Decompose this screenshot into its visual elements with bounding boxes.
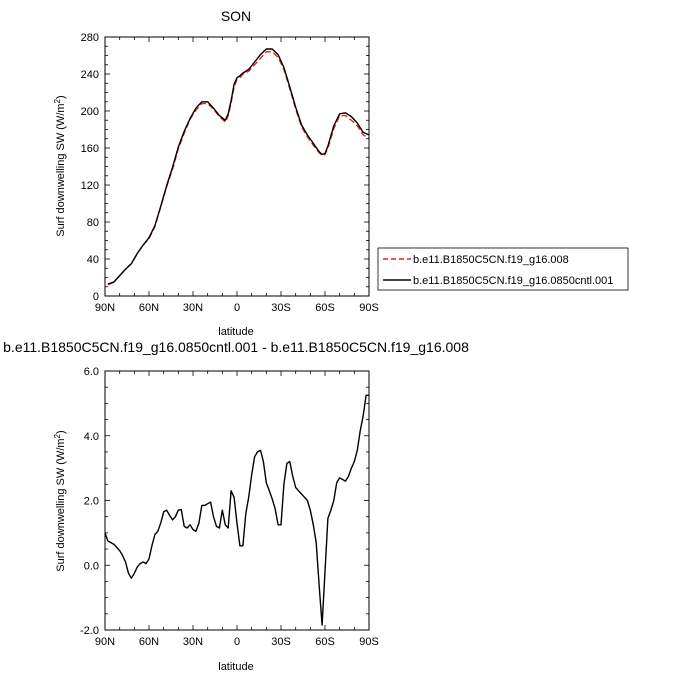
bottom-panel: b.e11.B1850C5CN.f19_g16.0850cntl.001 - b… [3,339,469,673]
top-y-axis-label-end: ) [55,95,67,99]
top-y-tick-label: 80 [87,217,99,229]
bottom-y-tick-label: 2.0 [84,496,99,508]
top-x-tick-label: 30S [271,302,291,314]
top-plot-frame [104,36,370,297]
legend-box [377,247,629,291]
top-y-tick-label: 120 [81,180,99,192]
bottom-x-axis-label: latitude [218,661,253,673]
top-y-tick-label: 0 [93,291,99,303]
top-x-tick-label: 30N [183,302,203,314]
bottom-x-tick-label: 0 [234,636,240,648]
top-y-tick-label: 240 [81,69,99,81]
top-x-tick-label: 60N [139,302,159,314]
bottom-y-axis-label-end: ) [55,430,67,434]
bottom-y-tick-label: 6.0 [84,366,99,378]
bottom-x-tick-label: 90N [95,636,115,648]
top-y-tick-label: 160 [81,143,99,155]
bottom-y-tick-label: 0.0 [84,560,99,572]
top-y-axis-label: Surf downwelling SW (W/m2) [53,95,67,236]
top-x-tick-label: 90N [95,302,115,314]
bottom-plot-frame [104,370,370,631]
top-y-tick-label: 40 [87,254,99,266]
legend: b.e11.B1850C5CN.f19_g16.008 b.e11.B1850C… [377,247,629,291]
top-y-tick-label: 280 [81,32,99,44]
bottom-y-axis-label-main: Surf downwelling SW (W/m [55,438,67,571]
bottom-y-axis-label-sup: 2 [53,433,62,438]
bottom-x-tick-label: 60S [315,636,335,648]
top-x-tick-label: 90S [359,302,379,314]
bottom-x-tick-label: 90S [359,636,379,648]
bottom-y-tick-label: -2.0 [80,625,99,637]
top-x-axis-label: latitude [218,326,253,338]
top-x-tick-label: 0 [234,302,240,314]
top-panel: SON 90N 60N 30N 0 30S 60S 90S 0 40 80 120 160 200 240… [53,8,379,338]
legend-label-series-2: b.e11.B1850C5CN.f19_g16.0850cntl.001 [413,275,613,287]
bottom-title: b.e11.B1850C5CN.f19_g16.0850cntl.001 - b… [3,339,469,355]
top-series-line-1 [107,51,370,286]
bottom-series-line-1 [104,394,369,626]
bottom-x-tick-label: 30N [183,636,203,648]
top-title: SON [221,8,251,24]
top-y-axis-label-main: Surf downwelling SW (W/m [55,103,67,236]
top-x-tick-label: 60S [315,302,335,314]
bottom-y-tick-label: 4.0 [84,431,99,443]
bottom-x-tick-label: 60N [139,636,159,648]
top-y-tick-label: 200 [81,106,99,118]
top-y-axis-label-sup: 2 [53,98,62,103]
legend-label-series-1: b.e11.B1850C5CN.f19_g16.008 [413,254,569,266]
top-series-line-2 [107,48,370,285]
top-plot-area: 90N 60N 30N 0 30S 60S 90S 0 40 80 120 160 200 240 280 [81,32,379,314]
bottom-y-axis-label: Surf downwelling SW (W/m2) [53,430,67,571]
bottom-x-tick-label: 30S [271,636,291,648]
bottom-plot-area: 90N 60N 30N 0 30S 60S 90S -2.0 0.0 2.0 4.0 6.0 [80,366,379,648]
